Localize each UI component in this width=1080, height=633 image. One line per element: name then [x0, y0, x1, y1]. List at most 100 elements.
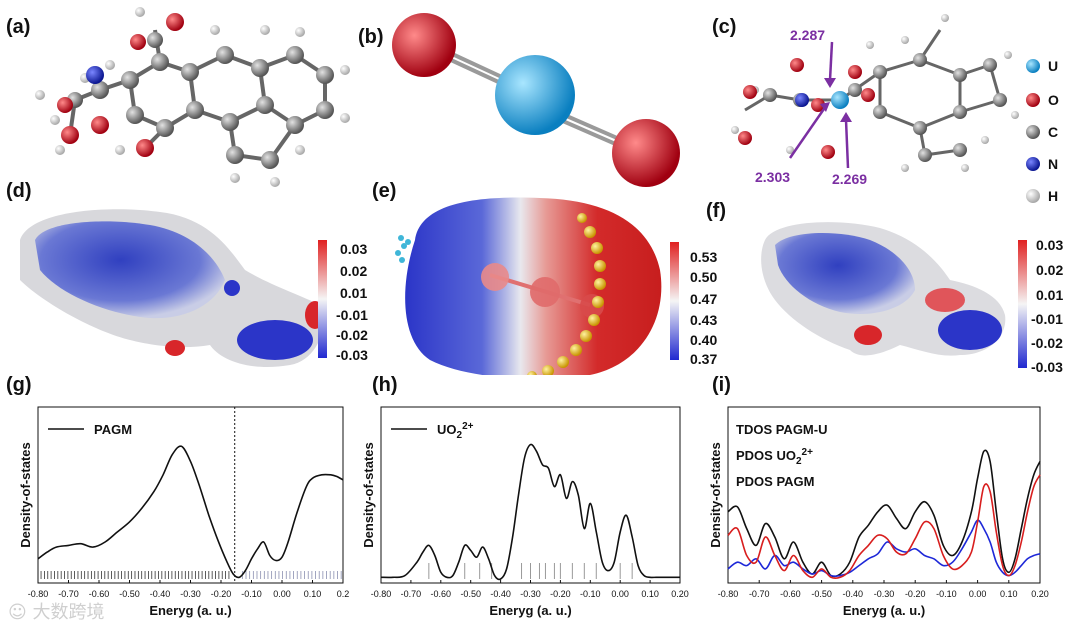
cb-f-tick-4: -0.02 [1031, 335, 1063, 351]
panel-label-i: (i) [712, 374, 731, 396]
x-tick-label: 0.00 [273, 589, 291, 599]
bond-length-2: 2.303 [755, 169, 790, 185]
x-tick-label: -0.10 [580, 589, 601, 599]
cb-f-tick-0: 0.03 [1036, 237, 1063, 253]
x-axis-label: Eneryg (a. u.) [149, 603, 231, 618]
bond-length-3: 2.269 [832, 171, 867, 187]
x-tick-label: 0.00 [969, 589, 987, 599]
y-axis-label: Density-of-states [708, 442, 723, 547]
legend-label-o: O [1048, 92, 1059, 108]
cb-d-tick-0: 0.03 [340, 241, 367, 257]
legend-dot-c [1026, 125, 1040, 139]
dos-chart-g: -0.80 -0.70 -0.60 -0.50 -0.40 -0.30 -0.20 -0.10… [18, 406, 349, 618]
molecule-a [35, 7, 350, 187]
cb-e-tick-2: 0.47 [690, 291, 717, 307]
x-tick-label: -0.60 [431, 589, 452, 599]
series-line-i-1 [727, 519, 1041, 577]
x-tick-label: 0.10 [641, 589, 659, 599]
molecule-c: 2.287 2.303 2.269 [731, 14, 1019, 187]
x-tick-label: -0.50 [811, 589, 832, 599]
x-tick-label: 0.10 [1000, 589, 1018, 599]
x-tick-label: -0.50 [460, 589, 481, 599]
panel-label-d: (d) [6, 180, 32, 202]
legend-dot-u [1026, 59, 1040, 73]
panel-label-f: (f) [706, 200, 726, 222]
series-line-g-0 [37, 445, 344, 579]
cb-e-tick-4: 0.40 [690, 332, 717, 348]
x-tick-label: -0.50 [119, 589, 140, 599]
colorbar-d: 0.03 0.02 0.01 -0.01 -0.02 -0.03 [318, 240, 368, 363]
x-tick-label: -0.70 [401, 589, 422, 599]
x-tick-label: 0.20 [671, 589, 689, 599]
series-line-i-2 [727, 474, 1041, 580]
x-tick-label: -0.20 [550, 589, 571, 599]
cb-f-tick-3: -0.01 [1031, 311, 1063, 327]
x-tick-label: -0.30 [180, 589, 201, 599]
legend-label-g-0: PAGM [94, 422, 132, 437]
legend-label-h: H [1048, 188, 1058, 204]
x-tick-label: -0.70 [749, 589, 770, 599]
x-tick-label: -0.40 [490, 589, 511, 599]
element-legend: U O C N H [1026, 58, 1059, 204]
plot-frame-g [37, 406, 344, 584]
cb-d-tick-2: 0.01 [340, 285, 367, 301]
x-tick-label: 0.20 [1031, 589, 1049, 599]
x-tick-label: -0.20 [211, 589, 232, 599]
panel-label-g: (g) [6, 374, 32, 396]
x-tick-label: -0.40 [150, 589, 171, 599]
structures-figure: 2.287 2.303 2.269 U O C N H 0.03 0.02 0.… [20, 7, 1063, 375]
legend-label-n: N [1048, 156, 1058, 172]
panel-label-a: (a) [6, 16, 31, 38]
cb-f-tick-5: -0.03 [1031, 359, 1063, 375]
legend-label-i-0: TDOS PAGM-U [736, 422, 827, 437]
panel-label-h: (h) [372, 374, 398, 396]
cb-e-tick-0: 0.53 [690, 249, 717, 265]
cb-e-tick-1: 0.50 [690, 269, 717, 285]
cb-f-tick-1: 0.02 [1036, 262, 1063, 278]
cb-d-tick-5: -0.03 [336, 347, 368, 363]
legend-label-i-2: PDOS PAGM [736, 474, 815, 489]
x-tick-label: 0.10 [304, 589, 322, 599]
cb-f-tick-2: 0.01 [1036, 287, 1063, 303]
x-tick-label: -0.80 [718, 589, 739, 599]
uranyl-b [392, 13, 680, 187]
legend-dot-h [1026, 189, 1040, 203]
x-tick-label: -0.80 [371, 589, 392, 599]
x-tick-label: 0.00 [611, 589, 629, 599]
esp-surface-d [20, 209, 325, 368]
x-tick-label: -0.20 [905, 589, 926, 599]
x-tick-label: -0.40 [843, 589, 864, 599]
panel-label-c: (c) [712, 16, 737, 38]
bond-length-1: 2.287 [790, 27, 825, 43]
legend-label-h-0: UO22+ [437, 421, 474, 441]
x-tick-label: -0.80 [28, 589, 49, 599]
series-line-h-0 [380, 443, 680, 581]
watermark: ☺ 大数跨境 [8, 602, 105, 623]
y-axis-label: Density-of-states [361, 442, 376, 547]
x-tick-label: -0.60 [780, 589, 801, 599]
esp-surface-f [761, 222, 1006, 356]
cb-d-tick-4: -0.02 [336, 327, 368, 343]
x-axis-label: Eneryg (a. u.) [489, 603, 571, 618]
cb-d-tick-1: 0.02 [340, 263, 367, 279]
x-axis-label: Eneryg (a. u.) [843, 603, 925, 618]
x-tick-label: -0.10 [241, 589, 262, 599]
series-line-i-0 [727, 449, 1041, 578]
x-tick-label: -0.60 [89, 589, 110, 599]
cb-e-tick-5: 0.37 [690, 351, 717, 367]
x-tick-label: -0.10 [936, 589, 957, 599]
legend-label-i-1: PDOS UO22+ [736, 447, 813, 467]
legend-dot-n [1026, 157, 1040, 171]
cb-e-tick-3: 0.43 [690, 312, 717, 328]
dos-chart-h: -0.80 -0.70 -0.60 -0.50 -0.40 -0.30 -0.20 -0.10… [361, 406, 689, 618]
plot-frame-h [380, 406, 681, 584]
x-tick-label: -0.30 [874, 589, 895, 599]
legend-label-u: U [1048, 58, 1058, 74]
x-tick-label: -0.30 [520, 589, 541, 599]
colorbar-e: 0.53 0.50 0.47 0.43 0.40 0.37 [670, 242, 717, 367]
cb-d-tick-3: -0.01 [336, 307, 368, 323]
panel-label-e: (e) [372, 180, 397, 202]
legend-label-c: C [1048, 124, 1058, 140]
legend-dot-o [1026, 93, 1040, 107]
panel-label-b: (b) [358, 26, 384, 48]
